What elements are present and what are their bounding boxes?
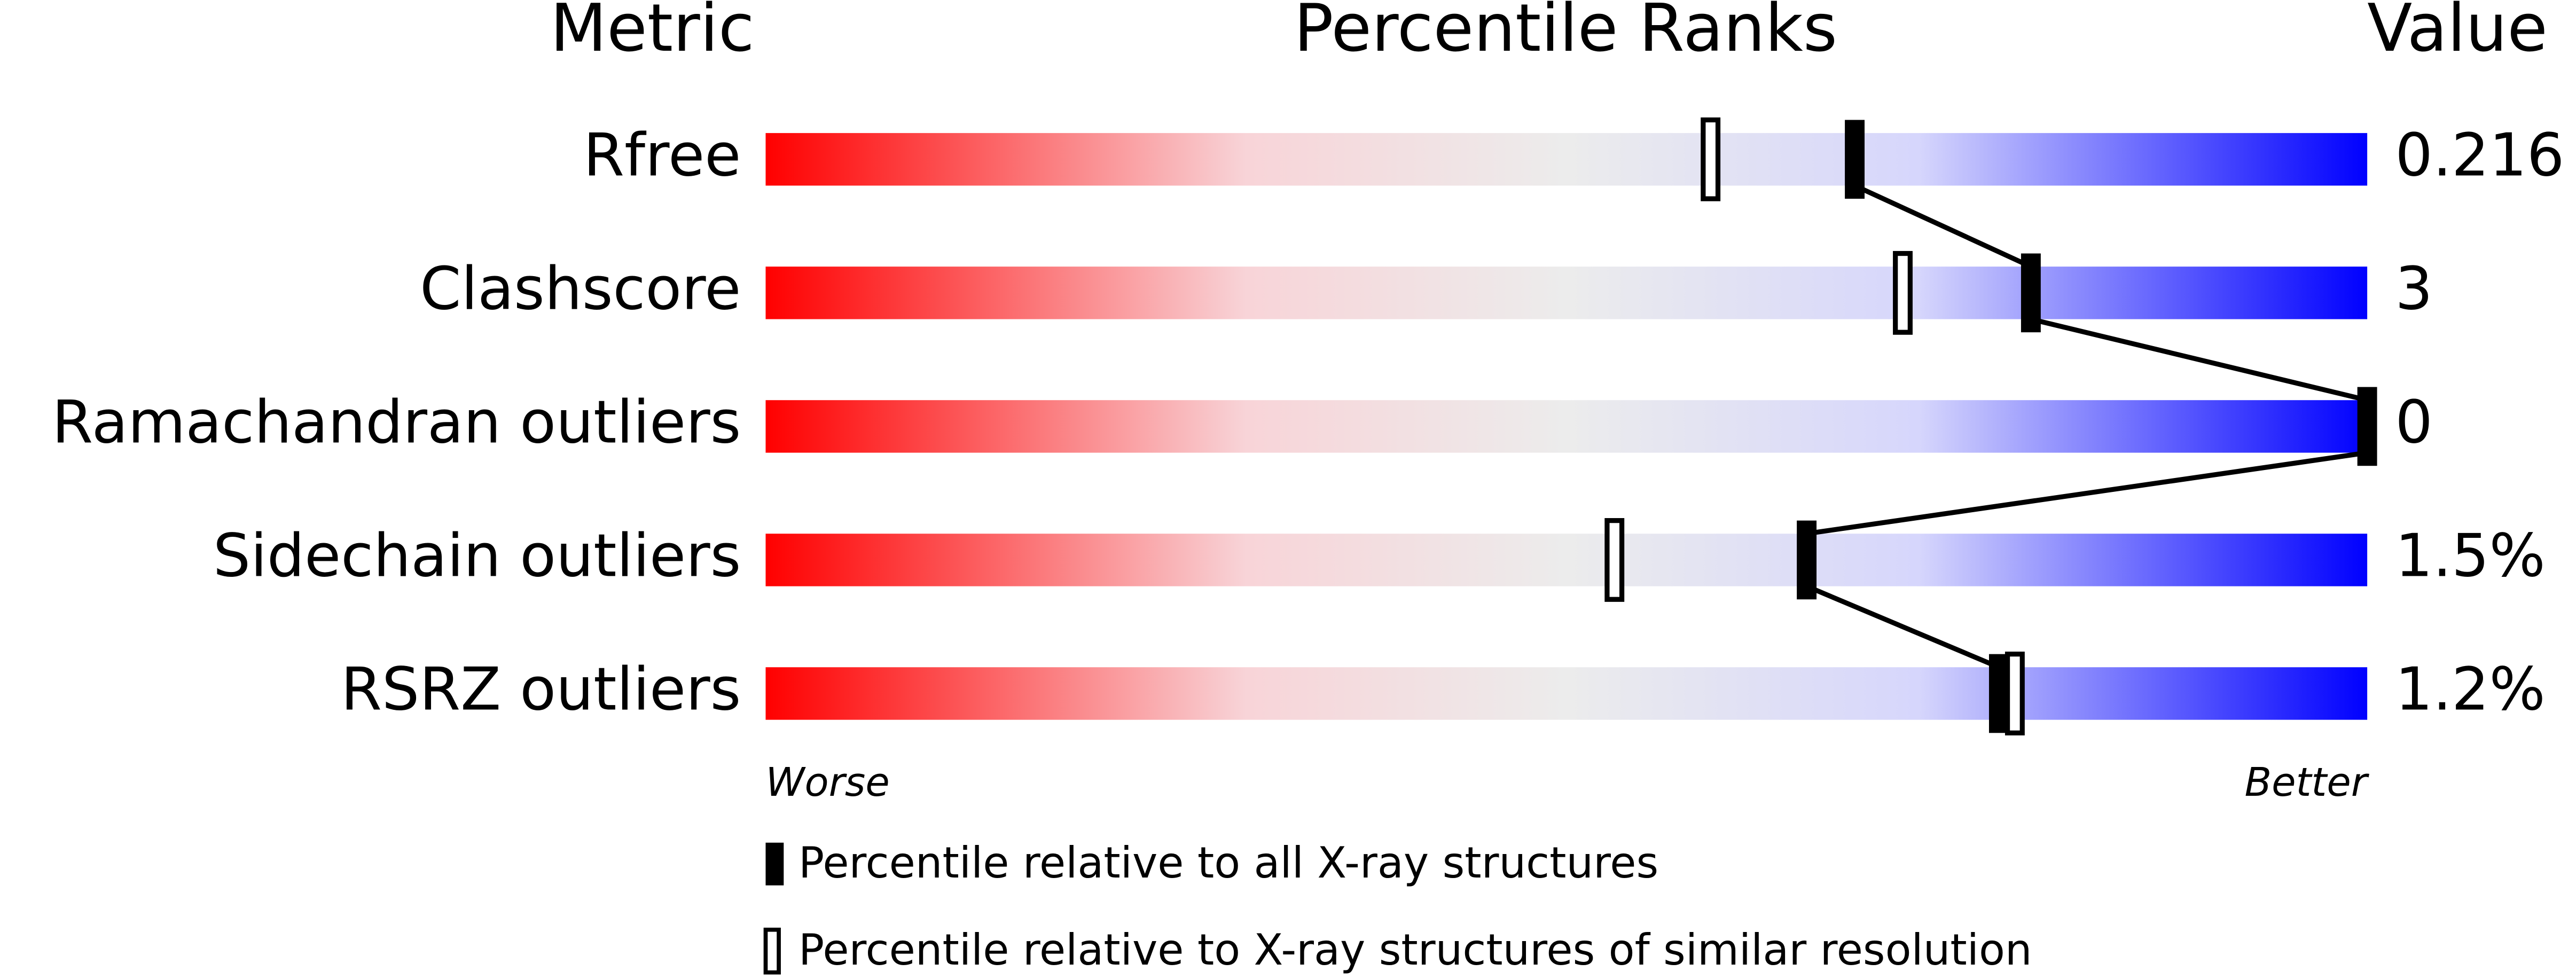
- metric-label: Rfree: [583, 121, 741, 190]
- metric-value: 1.2%: [2395, 655, 2545, 724]
- percentile-marker: [1845, 120, 1865, 199]
- metric-value: 0: [2395, 388, 2432, 457]
- metric-label: Sidechain outliers: [213, 522, 741, 591]
- axis-label: Better: [2244, 759, 2369, 805]
- metric-label: Clashscore: [420, 255, 741, 324]
- slider-track: [765, 667, 2368, 720]
- connector: [2030, 317, 2368, 403]
- connector: [1806, 450, 2368, 536]
- slider-track: [765, 267, 2368, 319]
- column-header: Metric: [550, 0, 754, 67]
- column-header: Percentile Ranks: [1294, 0, 1837, 67]
- metric-value: 1.5%: [2395, 522, 2545, 591]
- metric-value: 3: [2395, 255, 2432, 324]
- metric-label: Ramachandran outliers: [52, 388, 741, 457]
- column-header: Value: [2367, 0, 2548, 67]
- legend-key: [763, 927, 781, 975]
- percentile-marker: [1604, 518, 1625, 602]
- slider-track: [765, 400, 2368, 453]
- axis-label: Worse: [765, 759, 889, 805]
- legend-label: Percentile relative to X-ray structures …: [798, 925, 2032, 975]
- slider-track: [765, 534, 2368, 586]
- metric-label: RSRZ outliers: [341, 655, 741, 724]
- slider-track: [765, 133, 2368, 186]
- metric-value: 0.216: [2395, 121, 2564, 190]
- percentile-marker: [2021, 253, 2041, 333]
- legend-label: Percentile relative to all X-ray structu…: [798, 838, 1658, 888]
- connector: [1805, 584, 2000, 670]
- percentile-marker: [1893, 250, 1913, 335]
- percentile-marker: [2005, 652, 2025, 735]
- percentile-marker: [1701, 117, 1721, 201]
- legend-key: [765, 842, 784, 886]
- connector: [1853, 183, 2032, 269]
- percentile-marker: [2357, 387, 2377, 466]
- percentile-marker: [1797, 520, 1817, 600]
